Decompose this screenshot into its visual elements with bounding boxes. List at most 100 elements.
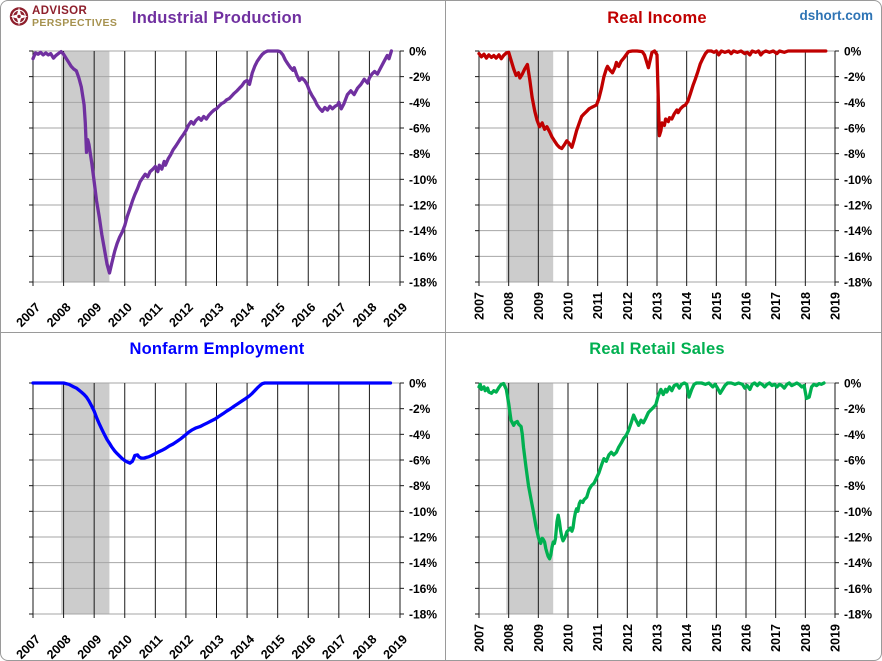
svg-text:-10%: -10% xyxy=(409,505,437,519)
svg-text:2015: 2015 xyxy=(710,292,724,320)
svg-text:2011: 2011 xyxy=(591,292,605,319)
svg-text:2010: 2010 xyxy=(105,632,135,661)
svg-text:2007: 2007 xyxy=(473,624,487,652)
svg-text:0%: 0% xyxy=(844,45,862,59)
nonfarm-employment-chart: 0% -2% -4% -6% -8% -10% -12% -14% -16% -18% 2007 20… xyxy=(14,377,438,661)
svg-text:2010: 2010 xyxy=(562,624,576,652)
chart-title-1: Real Income xyxy=(607,9,707,27)
svg-text:2015: 2015 xyxy=(258,632,288,661)
svg-text:-8%: -8% xyxy=(409,479,431,493)
svg-text:2014: 2014 xyxy=(228,632,258,661)
svg-text:-2%: -2% xyxy=(409,70,431,84)
svg-text:2017: 2017 xyxy=(769,624,783,652)
svg-text:-8%: -8% xyxy=(409,147,431,161)
svg-text:-6%: -6% xyxy=(409,454,431,468)
svg-text:-16%: -16% xyxy=(844,582,872,596)
svg-text:-18%: -18% xyxy=(844,276,872,290)
chart-title-3: Real Retail Sales xyxy=(589,340,725,358)
real-income-chart: 0% -2% -4% -6% -8% -10% -12% -14% -16% -18% 2007 20… xyxy=(473,45,873,320)
svg-text:2019: 2019 xyxy=(381,632,411,661)
panel-real-retail-sales: Real Retail Sales 0% -2% -4% -6% -8% -10% -12%… xyxy=(442,332,881,660)
panel-divider-vertical xyxy=(445,1,446,660)
dshort-site-link[interactable]: dshort.com xyxy=(799,8,873,23)
svg-text:2007: 2007 xyxy=(14,300,44,330)
svg-text:-18%: -18% xyxy=(844,608,872,622)
svg-text:2019: 2019 xyxy=(829,292,843,320)
svg-text:2007: 2007 xyxy=(473,292,487,320)
real-retail-sales-chart: 0% -2% -4% -6% -8% -10% -12% -14% -16% -18% 2007 20… xyxy=(473,377,873,652)
svg-text:-12%: -12% xyxy=(409,199,437,213)
svg-text:2018: 2018 xyxy=(799,292,813,320)
svg-text:-10%: -10% xyxy=(844,505,872,519)
svg-text:2012: 2012 xyxy=(621,624,635,652)
svg-text:2008: 2008 xyxy=(44,300,74,330)
svg-text:-16%: -16% xyxy=(409,250,437,264)
data-line xyxy=(31,381,393,465)
chart-title-2: Nonfarm Employment xyxy=(129,340,305,358)
svg-text:2012: 2012 xyxy=(166,632,196,661)
svg-text:-12%: -12% xyxy=(409,531,437,545)
svg-text:2013: 2013 xyxy=(197,300,227,330)
svg-text:-10%: -10% xyxy=(844,173,872,187)
svg-text:-14%: -14% xyxy=(844,224,872,238)
recession-band xyxy=(61,383,110,614)
svg-text:-16%: -16% xyxy=(409,582,437,596)
svg-text:-4%: -4% xyxy=(409,428,431,442)
svg-text:2011: 2011 xyxy=(136,632,165,661)
svg-text:0%: 0% xyxy=(409,45,427,59)
svg-text:0%: 0% xyxy=(844,377,862,391)
svg-text:2008: 2008 xyxy=(502,292,516,320)
svg-text:2011: 2011 xyxy=(136,300,165,329)
svg-text:-6%: -6% xyxy=(844,122,866,136)
svg-text:-16%: -16% xyxy=(844,250,872,264)
svg-text:-4%: -4% xyxy=(844,96,866,110)
svg-text:2009: 2009 xyxy=(532,624,546,652)
svg-text:-18%: -18% xyxy=(409,276,437,290)
svg-text:2008: 2008 xyxy=(502,624,516,652)
advisor-perspectives-logo: ADVISOR PERSPECTIVES xyxy=(9,5,118,29)
svg-text:-6%: -6% xyxy=(844,454,866,468)
svg-text:-4%: -4% xyxy=(844,428,866,442)
svg-text:2015: 2015 xyxy=(258,300,288,330)
svg-text:2011: 2011 xyxy=(591,624,605,651)
logo-line-perspectives: PERSPECTIVES xyxy=(32,16,118,29)
svg-text:2014: 2014 xyxy=(680,292,694,320)
svg-text:2019: 2019 xyxy=(381,300,411,330)
svg-text:-2%: -2% xyxy=(409,402,431,416)
svg-text:2017: 2017 xyxy=(319,300,349,330)
svg-text:2015: 2015 xyxy=(710,624,724,652)
svg-text:2013: 2013 xyxy=(651,624,665,652)
logo-wordmark: ADVISOR PERSPECTIVES xyxy=(32,5,118,29)
panel-divider-horizontal xyxy=(1,332,881,333)
industrial-production-chart: 0%-2%-4%-6%-8%-10%-12%-14%-16%-18%2007 20… xyxy=(14,45,438,330)
svg-text:-18%: -18% xyxy=(409,608,437,622)
svg-text:2016: 2016 xyxy=(740,292,754,320)
panel-nonfarm-employment: Nonfarm Employment 0% -2% -4% -6% -8% -10% -12… xyxy=(1,332,442,661)
svg-text:2013: 2013 xyxy=(651,292,665,320)
svg-text:2012: 2012 xyxy=(166,300,196,330)
data-line xyxy=(477,49,828,151)
svg-text:-12%: -12% xyxy=(844,199,872,213)
svg-text:2017: 2017 xyxy=(319,632,349,661)
logo-line-advisor: ADVISOR xyxy=(32,5,88,17)
svg-text:2014: 2014 xyxy=(680,624,694,652)
svg-text:2016: 2016 xyxy=(289,300,319,330)
svg-text:0%: 0% xyxy=(409,377,427,391)
panel-industrial-production: Industrial Production 0% -2% -4% -6% -8% -10%… xyxy=(1,1,442,331)
svg-text:2009: 2009 xyxy=(75,632,105,661)
svg-text:-2%: -2% xyxy=(844,70,866,84)
svg-text:2019: 2019 xyxy=(829,624,843,652)
svg-text:2007: 2007 xyxy=(14,632,44,661)
svg-text:2017: 2017 xyxy=(769,292,783,320)
svg-text:2010: 2010 xyxy=(562,292,576,320)
svg-text:2014: 2014 xyxy=(228,300,258,330)
data-line xyxy=(31,49,394,275)
svg-text:-14%: -14% xyxy=(844,556,872,570)
svg-text:-14%: -14% xyxy=(409,556,437,570)
svg-text:2009: 2009 xyxy=(532,292,546,320)
data-line xyxy=(477,381,826,561)
svg-text:2018: 2018 xyxy=(350,632,380,661)
svg-text:2018: 2018 xyxy=(799,624,813,652)
svg-text:-8%: -8% xyxy=(844,479,866,493)
